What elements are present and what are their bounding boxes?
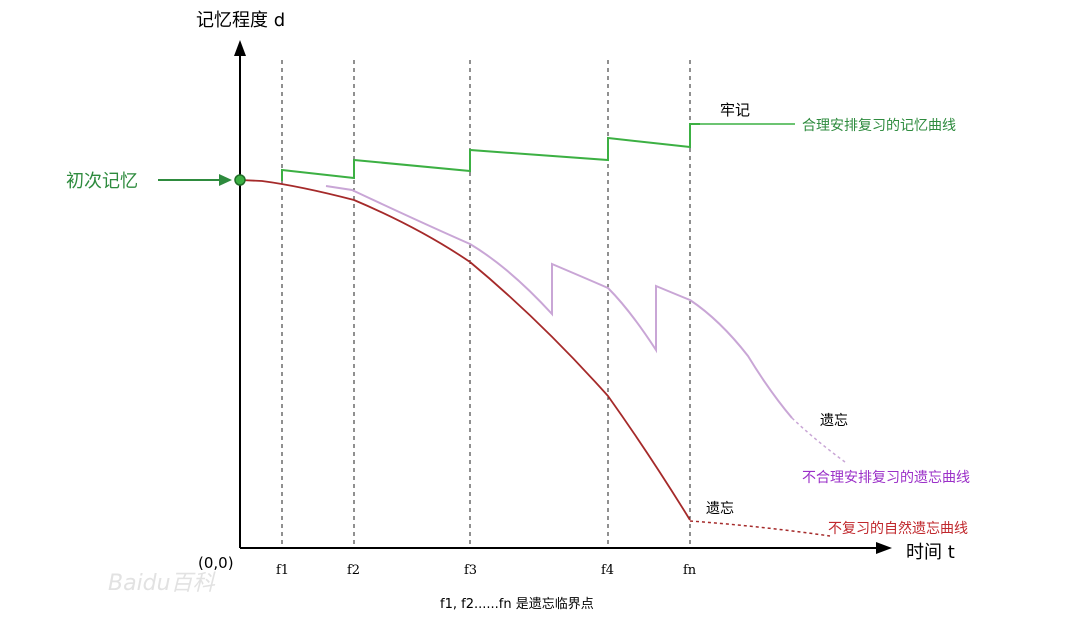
initial-memory-arrow-head [219, 174, 232, 186]
natural-curve-label: 不复习的自然遗忘曲线 [828, 520, 968, 537]
x-axis-arrow [876, 542, 892, 554]
initial-memory-label: 初次记忆 [66, 171, 138, 192]
tick-f1: f1 [276, 563, 289, 578]
tick-f4: f4 [601, 563, 614, 578]
caption: f1, f2......fn 是遗忘临界点 [440, 597, 594, 612]
natural-forgetting-tail [689, 520, 831, 537]
critical-point-lines [281, 60, 691, 548]
forget-label-1: 遗忘 [820, 413, 848, 429]
natural-forgetting-curve [239, 179, 691, 521]
unreasonable-curve-label: 不合理安排复习的遗忘曲线 [802, 469, 970, 486]
reasonable-review-curve [281, 123, 700, 181]
unreasonable-review-tail [791, 417, 846, 463]
initial-memory-point [234, 174, 246, 186]
forget-label-2: 遗忘 [706, 501, 734, 517]
origin-label: (0,0) [198, 554, 234, 572]
unreasonable-review-curve [325, 185, 793, 419]
y-axis-label: 记忆程度 d [196, 10, 285, 31]
axes [234, 40, 892, 554]
tick-fn: fn [683, 563, 697, 578]
y-axis-arrow [234, 40, 246, 56]
firm-memory-label: 牢记 [720, 101, 750, 119]
reasonable-curve-label: 合理安排复习的记忆曲线 [802, 117, 956, 134]
x-axis-label: 时间 t [906, 542, 955, 563]
tick-f2: f2 [347, 563, 360, 578]
watermark-logo: Baidu百科 [108, 571, 217, 596]
tick-f3: f3 [464, 563, 477, 578]
